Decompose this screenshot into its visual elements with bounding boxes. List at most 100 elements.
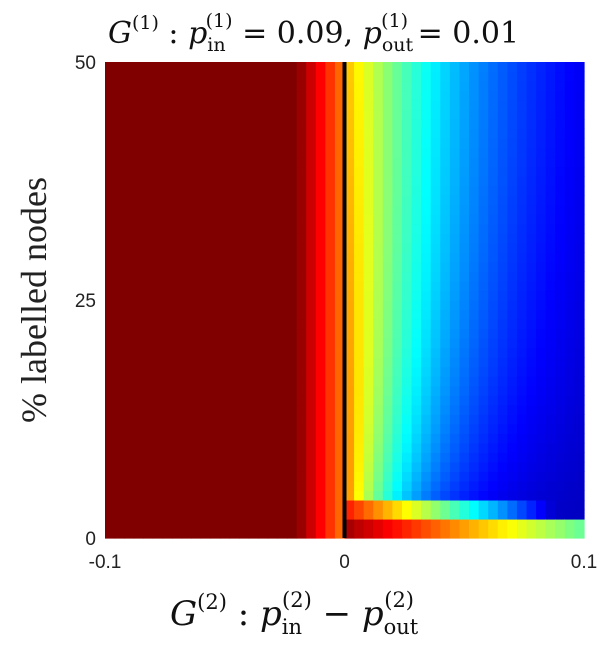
heatmap-cell	[507, 81, 518, 92]
heatmap-cell	[555, 223, 566, 234]
heatmap-cell	[114, 90, 125, 101]
heatmap-cell	[449, 480, 461, 491]
heatmap-cell	[258, 128, 269, 139]
heatmap-cell	[162, 490, 173, 501]
heatmap-cell	[469, 109, 480, 120]
heatmap-cell	[306, 242, 317, 253]
heatmap-cell	[545, 81, 556, 92]
heatmap-cell	[210, 309, 221, 320]
heatmap-cell	[114, 138, 125, 149]
heatmap-cell	[325, 261, 336, 273]
heatmap-cell	[401, 214, 413, 225]
heatmap-cell	[459, 62, 470, 73]
heatmap-cell	[248, 300, 259, 311]
heatmap-cell	[421, 176, 432, 187]
heatmap-cell	[373, 385, 384, 396]
heatmap-cell	[421, 395, 432, 406]
heatmap-cell	[287, 423, 298, 434]
heatmap-cell	[507, 366, 518, 377]
heatmap-cell	[306, 62, 317, 73]
heatmap-cell	[440, 319, 451, 330]
heatmap-cell	[497, 62, 508, 73]
heatmap-cell	[555, 461, 566, 472]
heatmap-cell	[191, 271, 202, 282]
heatmap-cell	[229, 376, 240, 387]
heatmap-cell	[421, 271, 432, 282]
heatmap-cell	[363, 195, 374, 206]
heatmap-cell	[277, 376, 288, 387]
heatmap-cell	[181, 499, 192, 511]
heatmap-cell	[191, 471, 202, 482]
heatmap-cell	[392, 452, 403, 463]
heatmap-cell	[449, 433, 461, 444]
title-g-sup: (1)	[132, 12, 159, 34]
heatmap-cell	[296, 233, 307, 244]
heatmap-cell	[277, 414, 288, 425]
heatmap-cell	[287, 347, 298, 358]
heatmap-cell	[229, 480, 240, 491]
heatmap-cell	[152, 128, 164, 139]
heatmap-cell	[497, 204, 508, 215]
heatmap-cell	[287, 338, 298, 349]
heatmap-cell	[124, 290, 135, 301]
heatmap-cell	[239, 90, 250, 101]
heatmap-cell	[172, 195, 183, 206]
heatmap-cell	[287, 319, 298, 330]
heatmap-cell	[430, 452, 441, 463]
heatmap-cell	[440, 195, 451, 206]
heatmap-cell	[172, 119, 183, 130]
heatmap-cell	[248, 176, 259, 187]
heatmap-cell	[545, 366, 556, 377]
heatmap-cell	[421, 233, 432, 244]
heatmap-cell	[497, 471, 508, 482]
heatmap-cell	[488, 214, 499, 225]
heatmap-cell	[210, 509, 221, 520]
heatmap-cell	[258, 518, 269, 530]
heatmap-cell	[248, 214, 259, 225]
heatmap-cell	[507, 376, 518, 387]
heatmap-cell	[124, 233, 135, 244]
heatmap-cell	[382, 242, 393, 253]
heatmap-cell	[449, 423, 461, 434]
heatmap-cell	[219, 395, 231, 406]
heatmap-cell	[334, 90, 346, 101]
heatmap-cell	[114, 480, 125, 491]
heatmap-cell	[526, 366, 537, 377]
heatmap-cell	[152, 233, 164, 244]
heatmap-cell	[229, 338, 240, 349]
heatmap-cell	[363, 71, 374, 82]
heatmap-cell	[478, 290, 489, 301]
heatmap-cell	[267, 499, 279, 511]
heatmap-cell	[334, 290, 346, 301]
heatmap-cell	[114, 471, 125, 482]
heatmap-cell	[555, 357, 566, 368]
heatmap-cell	[267, 242, 279, 253]
heatmap-cell	[287, 62, 298, 73]
heatmap-cell	[516, 119, 528, 130]
heatmap-cell	[325, 509, 336, 520]
heatmap-cell	[507, 185, 518, 196]
heatmap-cell	[162, 328, 173, 339]
heatmap-cell	[478, 499, 489, 511]
heatmap-cell	[401, 271, 413, 282]
heatmap-cell	[162, 62, 173, 73]
heatmap-cell	[124, 385, 135, 396]
heatmap-cell	[373, 309, 384, 320]
heatmap-cell	[200, 376, 211, 387]
heatmap-cell	[152, 261, 164, 273]
heatmap-cell	[143, 185, 154, 196]
heatmap-cell	[373, 71, 384, 82]
heatmap-cell	[449, 71, 461, 82]
heatmap-cell	[497, 261, 508, 273]
heatmap-cell	[200, 499, 211, 511]
heatmap-cell	[507, 280, 518, 292]
heatmap-cell	[296, 395, 307, 406]
heatmap-cell	[478, 261, 489, 273]
heatmap-cell	[354, 347, 365, 358]
heatmap-cell	[239, 347, 250, 358]
heatmap-cell	[143, 499, 154, 511]
heatmap-cell	[325, 290, 336, 301]
heatmap-cell	[401, 385, 413, 396]
heatmap-cell	[210, 290, 221, 301]
heatmap-cell	[421, 433, 432, 444]
